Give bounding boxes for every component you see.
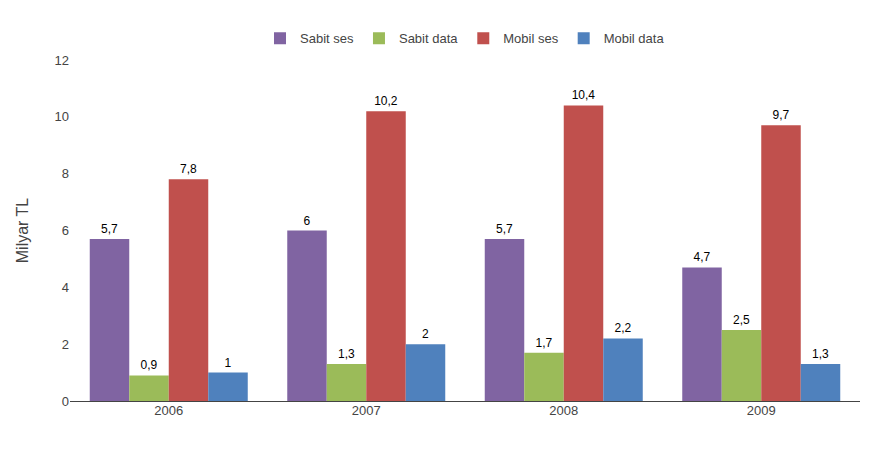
svg-text:2008: 2008 (549, 403, 578, 418)
svg-text:6: 6 (304, 214, 311, 228)
svg-text:0,9: 0,9 (140, 358, 157, 372)
svg-text:Mobil ses: Mobil ses (503, 31, 558, 46)
svg-text:4,7: 4,7 (693, 250, 710, 264)
svg-text:2009: 2009 (747, 403, 776, 418)
svg-text:Milyar TL: Milyar TL (14, 198, 31, 264)
svg-text:5,7: 5,7 (496, 222, 513, 236)
svg-text:2006: 2006 (154, 403, 183, 418)
svg-text:2: 2 (62, 337, 69, 352)
svg-text:7,8: 7,8 (180, 162, 197, 176)
svg-text:6: 6 (62, 223, 69, 238)
svg-text:1,7: 1,7 (535, 336, 552, 350)
svg-text:Sabit data: Sabit data (399, 31, 458, 46)
svg-text:Mobil data: Mobil data (604, 31, 665, 46)
svg-text:10,2: 10,2 (374, 94, 398, 108)
svg-text:10,4: 10,4 (572, 88, 596, 102)
svg-text:5,7: 5,7 (101, 222, 118, 236)
svg-text:10: 10 (55, 109, 69, 124)
svg-text:2,2: 2,2 (614, 321, 631, 335)
svg-text:8: 8 (62, 166, 69, 181)
svg-text:2: 2 (422, 327, 429, 341)
svg-text:1: 1 (225, 356, 232, 370)
svg-text:12: 12 (55, 53, 69, 68)
svg-text:4: 4 (62, 280, 69, 295)
svg-text:Sabit ses: Sabit ses (300, 31, 354, 46)
svg-text:1,3: 1,3 (812, 347, 829, 361)
svg-text:1,3: 1,3 (338, 347, 355, 361)
svg-text:2,5: 2,5 (733, 313, 750, 327)
svg-text:9,7: 9,7 (772, 108, 789, 122)
svg-text:0: 0 (62, 394, 69, 409)
svg-text:2007: 2007 (352, 403, 381, 418)
